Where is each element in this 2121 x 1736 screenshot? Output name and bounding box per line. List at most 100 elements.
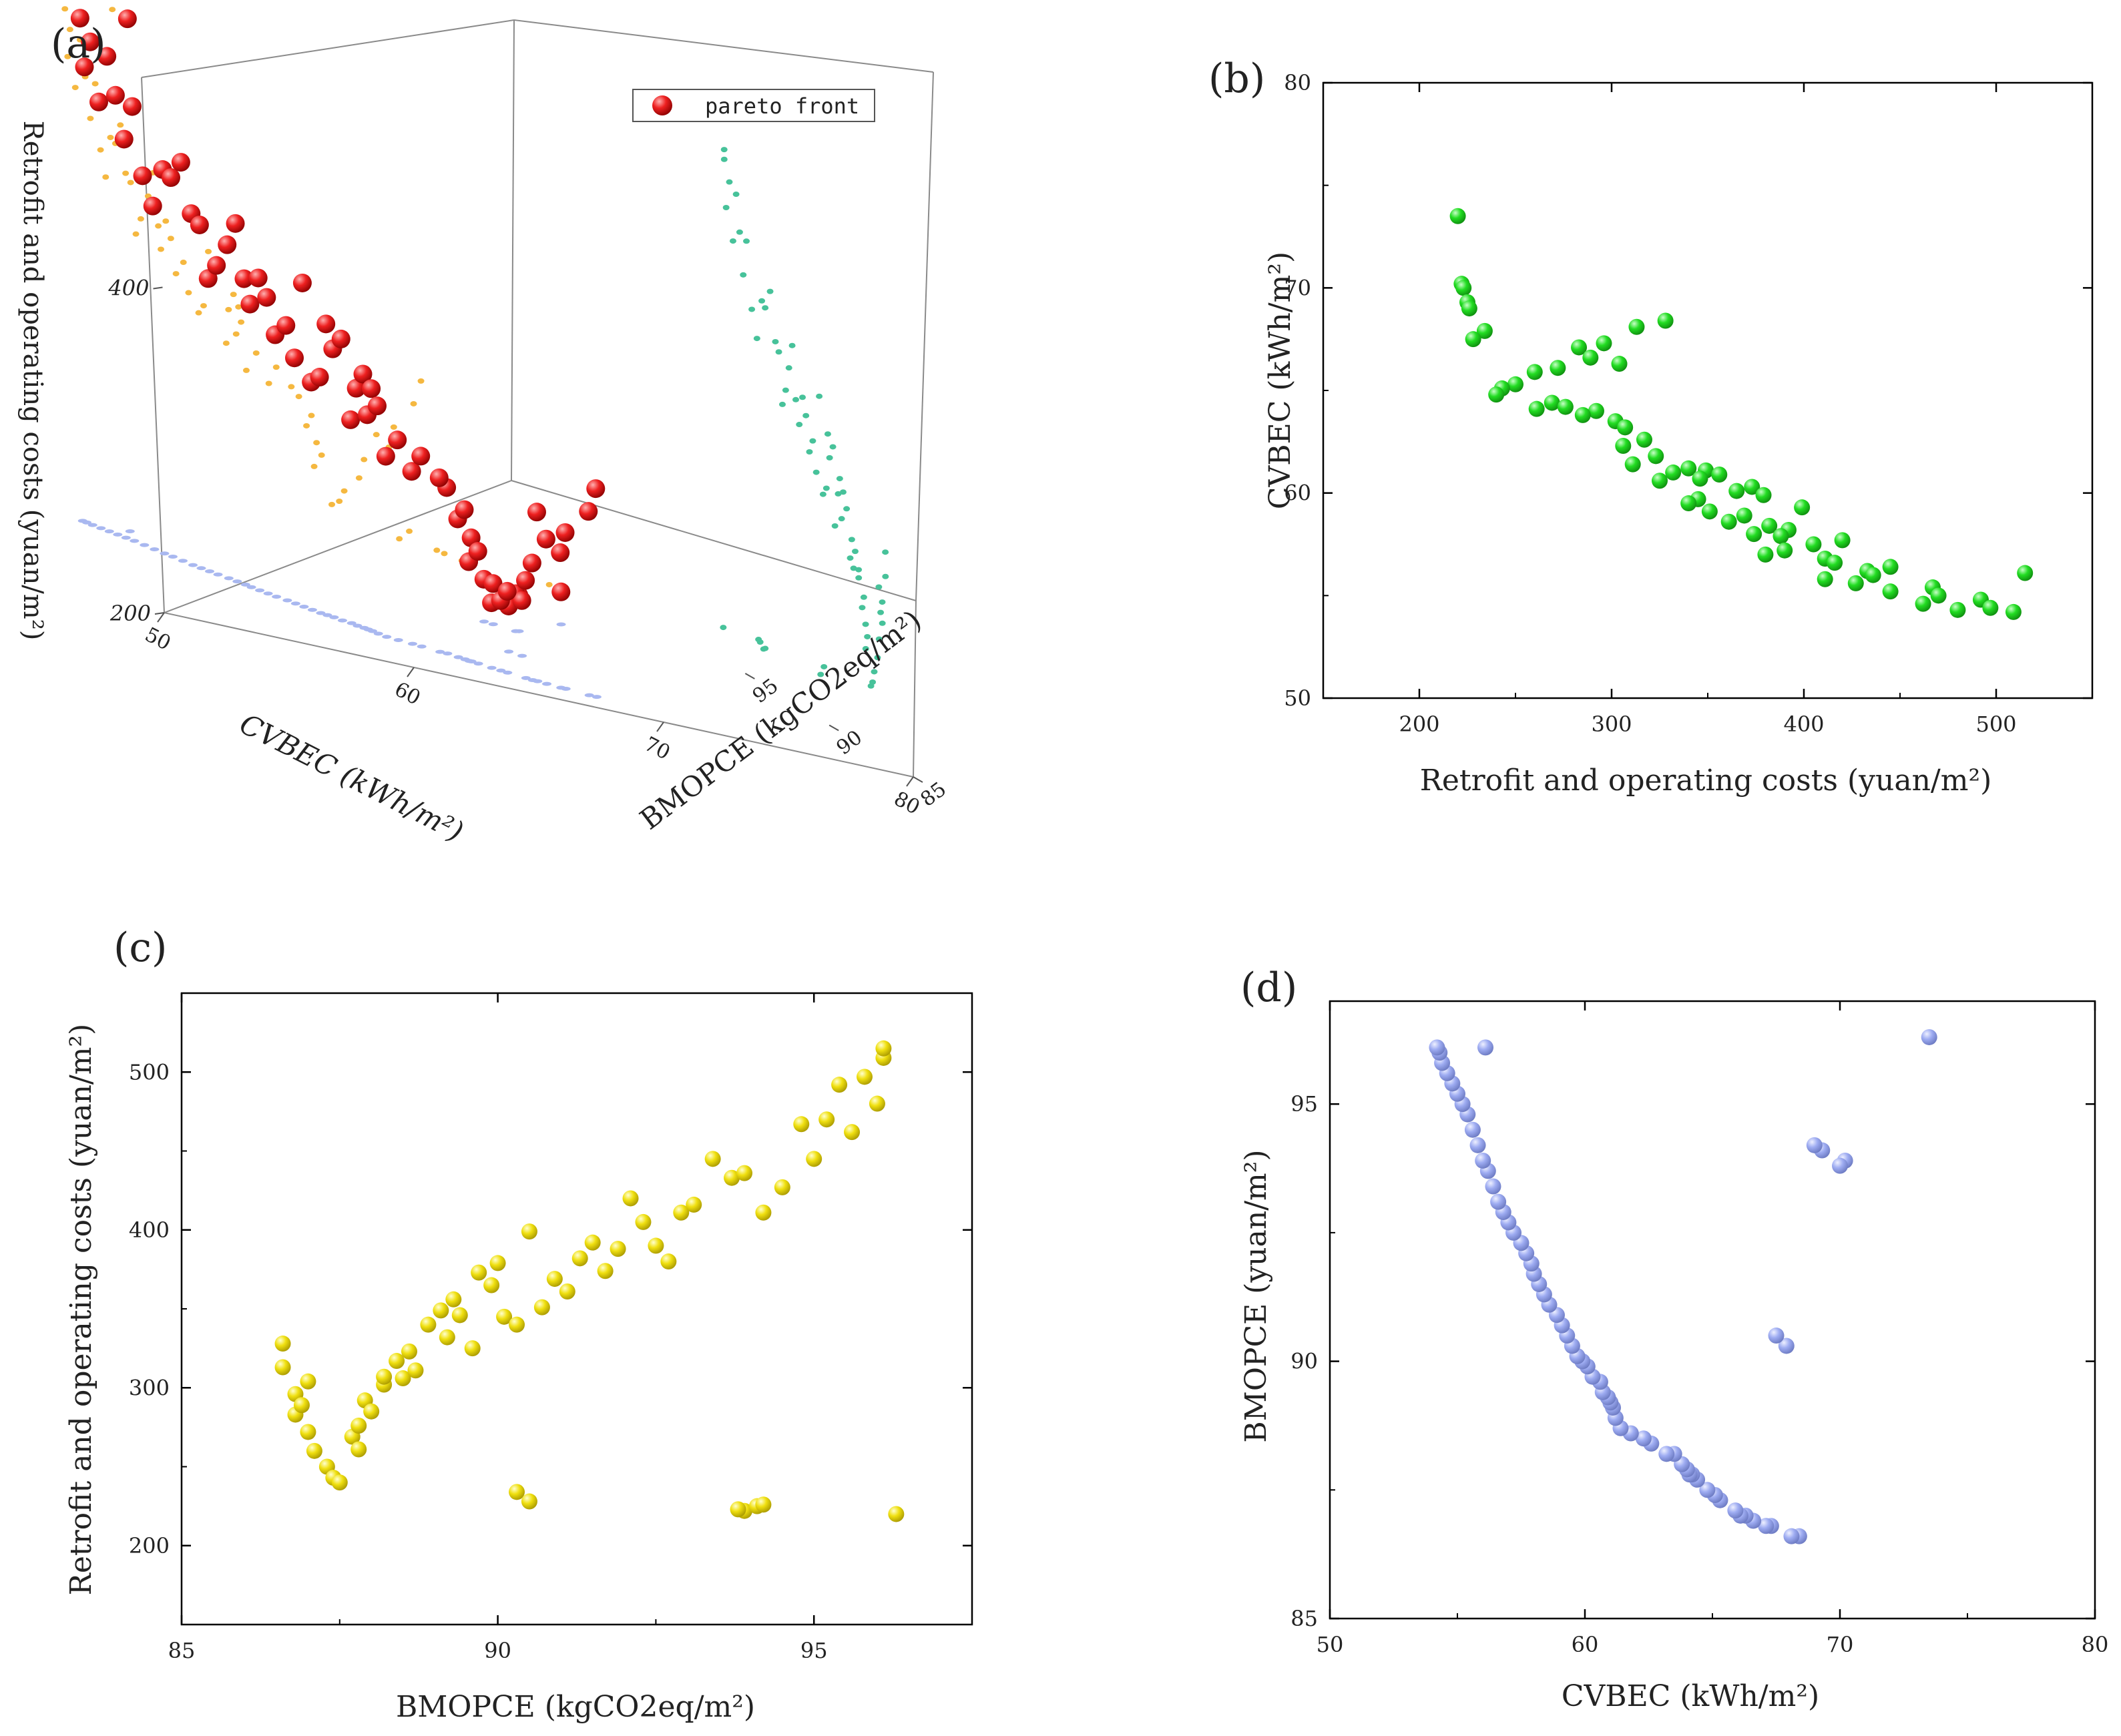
b-data-point (1834, 532, 1851, 549)
a-projection-point-cvbec-cost (340, 488, 348, 494)
a-pareto-point (97, 47, 117, 66)
b-data-point (1455, 280, 1472, 296)
a-projection-point-cvbec-cost (97, 147, 104, 153)
c-data-point (597, 1263, 614, 1279)
a-pareto-point (579, 502, 598, 521)
b-data-point (1728, 483, 1745, 499)
a-box-edge (913, 600, 917, 778)
a-pareto-point (114, 129, 134, 149)
a-box-edge (915, 71, 934, 601)
c-data-point (489, 1255, 506, 1271)
b-data-point (1615, 437, 1632, 454)
a-projection-point-floor (503, 670, 513, 675)
a-pareto-point (70, 9, 89, 28)
a-projection-point-floor (213, 572, 223, 577)
b-data-point (2017, 565, 2034, 581)
a-projection-point-bmopce-cost (778, 401, 786, 407)
a-projection-point-bmopce-cost (879, 599, 886, 605)
d-data-point (1464, 1121, 1481, 1138)
a-projection-point-floor (232, 579, 242, 584)
a-projection-point-floor (205, 569, 215, 574)
a-projection-point-bmopce-cost (826, 455, 833, 461)
c-data-point (509, 1316, 525, 1333)
a-projection-point-floor (240, 582, 250, 587)
b-data-point (1617, 419, 1634, 436)
a-x-tick (906, 776, 914, 787)
c-y-tick-label: 200 (129, 1533, 170, 1558)
b-data-point (1449, 208, 1466, 224)
a-projection-point-floor (517, 653, 527, 658)
a-projection-point-floor (140, 543, 150, 547)
a-projection-point-bmopce-cost (859, 605, 866, 611)
a-projection-point-cvbec-cost (107, 134, 114, 140)
a-pareto-point (285, 348, 304, 368)
a-projection-point-bmopce-cost (871, 669, 878, 675)
a-projection-point-cvbec-cost (336, 499, 343, 505)
b-panel-label: (b) (1208, 55, 1265, 102)
a-projection-point-floor (246, 585, 256, 589)
c-data-point (300, 1373, 316, 1390)
a-projection-point-bmopce-cost (720, 156, 728, 162)
a-y-axis-label: BMOPCE (kgCO2eq/m²) (634, 603, 927, 836)
a-projection-point-bmopce-cost (875, 636, 883, 642)
a-x-tick-label: 60 (391, 677, 424, 710)
c-panel-label: (c) (113, 924, 167, 971)
c-y-axis-label: Retrofit and operating costs (yuan/m²) (64, 1024, 98, 1596)
a-projection-point-bmopce-cost (862, 621, 869, 627)
a-projection-point-cvbec-cost (390, 424, 397, 430)
a-projection-point-floor (453, 655, 463, 659)
d-data-point (1635, 1430, 1652, 1447)
b-data-point (1550, 360, 1566, 376)
b-x-tick-label: 500 (1975, 711, 2016, 737)
a-projection-point-bmopce-cost (722, 205, 730, 210)
a-projection-point-cvbec-cost (122, 170, 130, 176)
c-data-point (610, 1241, 626, 1257)
c-data-point (673, 1204, 690, 1221)
a-projection-point-floor (113, 532, 123, 537)
a-projection-point-bmopce-cost (785, 365, 792, 371)
a-pareto-point (527, 503, 546, 522)
c-data-point (464, 1340, 481, 1357)
c-data-point (704, 1151, 721, 1167)
a-projection-point-bmopce-cost (726, 179, 733, 185)
b-data-point (1701, 503, 1718, 520)
c-data-point (350, 1441, 367, 1458)
a-x-tick (157, 612, 165, 623)
a-projection-point-bmopce-cost (812, 469, 820, 475)
a-pareto-point (388, 430, 407, 450)
a-projection-point-bmopce-cost (758, 298, 766, 304)
a-projection-point-cvbec-cost (545, 581, 553, 587)
b-data-point (1915, 595, 1931, 612)
a-projection-cvbec-cost (61, 6, 553, 587)
a-pareto-point (522, 553, 541, 573)
a-axes-box (141, 19, 934, 778)
a-legend-box (632, 89, 875, 122)
a-x-tick-label: 50 (141, 623, 174, 655)
a-projection-point-bmopce-cost (796, 422, 803, 428)
a-projection-point-floor (299, 605, 309, 609)
a-legend-marker (652, 95, 672, 115)
panel-d-scatter: (d) CVBEC (kWh/m²) BMOPCE (yuan/m²) 50 60… (1239, 964, 2108, 1713)
a-pareto-point (468, 542, 487, 561)
a-projection-point-cvbec-cost (235, 304, 242, 310)
a-projection-point-floor (435, 649, 445, 654)
b-data-point (1827, 555, 1843, 571)
a-projection-point-floor (511, 629, 521, 633)
a-pareto-point (310, 368, 329, 387)
a-box-edge (513, 19, 934, 73)
a-projection-point-bmopce-cost (819, 491, 827, 497)
a-projection-point-bmopce-cost (809, 438, 816, 444)
b-data-point (1711, 467, 1728, 483)
a-projection-point-floor (496, 668, 506, 673)
a-projection-point-bmopce-cost (766, 288, 774, 294)
a-projection-point-cvbec-cost (361, 457, 368, 463)
a-projection-point-cvbec-cost (64, 53, 71, 59)
a-projection-point-floor (460, 657, 470, 661)
a-projection-point-bmopce-cost (743, 238, 750, 244)
a-projection-point-cvbec-cost (71, 85, 79, 91)
d-y-tick-label: 90 (1290, 1349, 1318, 1374)
a-pareto-point (402, 462, 421, 481)
a-projection-point-floor (488, 622, 498, 627)
a-projection-point-bmopce-cost (838, 516, 845, 522)
